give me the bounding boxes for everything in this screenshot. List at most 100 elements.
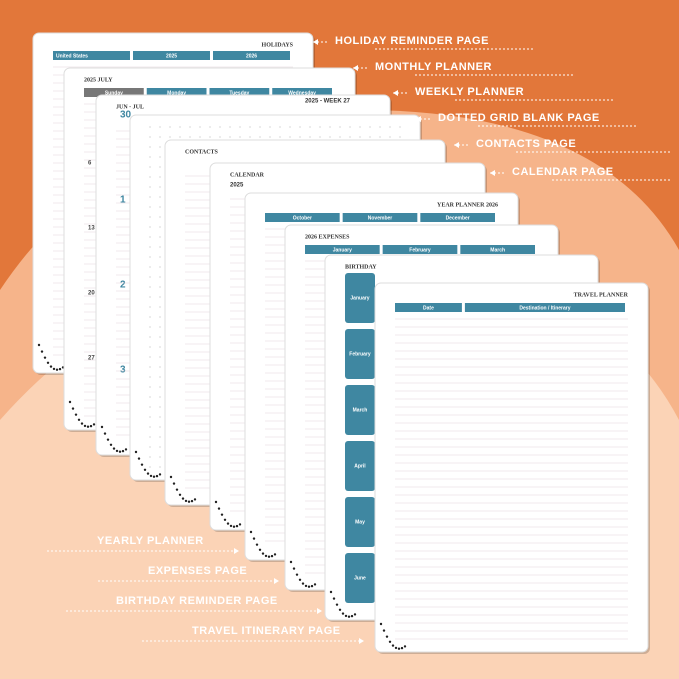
binding-hole [83, 424, 87, 428]
binding-hole [106, 438, 110, 441]
header-tab [265, 213, 340, 222]
binding-hole [329, 590, 333, 594]
grid-dot [149, 206, 151, 208]
binding-hole [146, 472, 150, 475]
header-tab-label: Wednesday [288, 90, 316, 96]
binding-hole [115, 449, 119, 453]
binding-hole [124, 448, 128, 451]
side-tab-label: June [354, 575, 366, 581]
grid-dot [159, 236, 161, 238]
grid-dot [159, 326, 161, 328]
grid-dot [219, 126, 221, 128]
header-tab [382, 245, 458, 254]
grid-dot [149, 426, 151, 428]
binding-hole [264, 554, 268, 558]
binding-hole [118, 450, 122, 453]
binding-hole [71, 407, 75, 410]
grid-dot [359, 136, 361, 138]
grid-dot [179, 136, 181, 138]
binding-hole [289, 560, 293, 564]
grid-dot [159, 446, 161, 448]
binding-hole [298, 578, 302, 581]
binding-hole [258, 548, 262, 551]
binding-hole [226, 522, 230, 525]
binding-hole [43, 356, 47, 359]
grid-dot [149, 406, 151, 408]
grid-dot [159, 206, 161, 208]
binding-hole [80, 422, 84, 425]
side-tab-label: May [355, 519, 365, 525]
grid-dot [159, 386, 161, 388]
binding-hole [255, 543, 259, 546]
header-tab [213, 51, 290, 60]
binding-hole [193, 498, 197, 501]
binding-hole [214, 500, 218, 504]
arrow-head [490, 170, 495, 176]
binding-hole [40, 350, 44, 353]
grid-dot [379, 126, 381, 128]
header-tab [133, 51, 210, 60]
header-tab-label: Destination / Itinerary [519, 305, 570, 311]
grid-dot [159, 416, 161, 418]
binding-hole [175, 488, 179, 491]
page-title: TRAVEL PLANNER [574, 292, 629, 298]
grid-dot [149, 136, 151, 138]
grid-dot [349, 126, 351, 128]
binding-hole [397, 647, 401, 650]
grid-dot [369, 136, 371, 138]
binding-hole [301, 582, 305, 585]
page-title: BIRTHDAY [345, 264, 377, 270]
binding-hole [137, 457, 141, 460]
binding-hole [267, 555, 271, 558]
grid-dot [329, 136, 331, 138]
page-title: 2026 EXPENSES [305, 234, 350, 240]
grid-dot [319, 136, 321, 138]
grid-dot [149, 336, 151, 338]
page-title: CONTACTS [185, 149, 219, 155]
grid-dot [159, 406, 161, 408]
header-tab [305, 245, 380, 254]
binding-hole [307, 585, 311, 588]
grid-dot [159, 266, 161, 268]
grid-dot [149, 196, 151, 198]
grid-dot [299, 126, 301, 128]
grid-dot [159, 186, 161, 188]
binding-hole [134, 450, 138, 454]
grid-dot [209, 136, 211, 138]
grid-dot [159, 316, 161, 318]
header-tab [395, 303, 462, 312]
callout-label: MONTHLY PLANNER [375, 61, 492, 73]
binding-hole [335, 603, 339, 606]
planner-page: TRAVEL PLANNER Date Destination / Itinerar… [374, 282, 650, 654]
binding-hole [184, 499, 188, 503]
grid-dot [279, 126, 281, 128]
header-tab-label: March [490, 247, 505, 253]
binding-hole [187, 500, 191, 503]
grid-dot [249, 136, 251, 138]
grid-dot [169, 136, 171, 138]
grid-dot [149, 316, 151, 318]
callout-label: BIRTHDAY REMINDER PAGE [116, 595, 278, 607]
header-tab [342, 213, 418, 222]
header-tab-label: Monday [167, 90, 186, 96]
binding-hole [270, 554, 274, 558]
grid-dot [159, 466, 161, 468]
grid-dot [189, 126, 191, 128]
date-number: 1 [120, 195, 126, 206]
grid-dot [309, 136, 311, 138]
binding-hole [58, 367, 62, 371]
binding-hole [190, 499, 194, 503]
binding-hole [74, 413, 78, 416]
page-title: YEAR PLANNER 2026 [437, 202, 498, 208]
side-tab-label: February [349, 351, 371, 357]
header-tab-label: United States [56, 53, 88, 59]
grid-dot [209, 126, 211, 128]
binding-hole [143, 468, 147, 471]
grid-dot [149, 326, 151, 328]
side-tab [345, 329, 375, 379]
binding-hole [353, 613, 357, 616]
grid-dot [159, 226, 161, 228]
binding-hole [235, 524, 239, 528]
grid-dot [159, 256, 161, 258]
